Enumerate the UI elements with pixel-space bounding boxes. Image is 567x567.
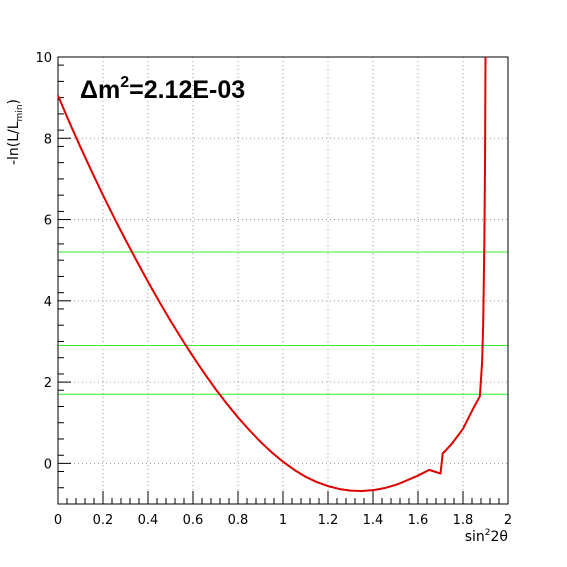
y-tick-label: 6 (44, 214, 52, 229)
x-tick-label: 0.2 (93, 513, 114, 528)
x-tick-label: 2 (504, 513, 512, 528)
x-tick-label: 0.8 (228, 513, 249, 528)
x-tick-label: 0.4 (138, 513, 159, 528)
y-axis-title: -ln(L/Lmin) (6, 99, 25, 165)
y-tick-label: 10 (35, 51, 52, 66)
x-tick-label: 0 (54, 513, 62, 528)
y-tick-label: 0 (44, 457, 52, 472)
x-tick-label: 1.8 (453, 513, 474, 528)
likelihood-curve (57, 56, 487, 492)
x-tick-label: 1.2 (318, 513, 339, 528)
y-tick-label: 8 (44, 132, 52, 147)
y-tick-label: 2 (44, 376, 52, 391)
annotation-text: Δm2=2.12E-03 (80, 74, 245, 104)
x-tick-label: 0.6 (183, 513, 204, 528)
x-tick-label: 1.6 (408, 513, 429, 528)
x-tick-label: 1 (279, 513, 287, 528)
x-axis-title: sin22θ (465, 528, 508, 545)
axis-ticks (57, 56, 509, 505)
y-tick-label: 4 (44, 295, 52, 310)
tick-labels: 0 0.2 0.4 0.6 0.8 1 1.2 1.4 1.6 1.8 2 0 2 4 6 8 10 (35, 51, 512, 528)
x-tick-label: 1.4 (363, 513, 384, 528)
likelihood-curve-group (57, 56, 487, 492)
